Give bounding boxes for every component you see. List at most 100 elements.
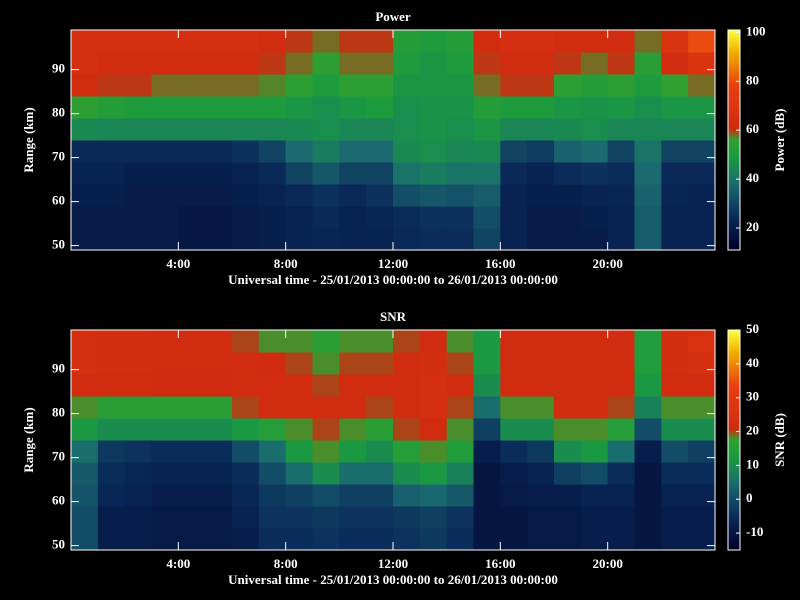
heatmap-cell: [285, 118, 313, 141]
heatmap-cell: [366, 352, 394, 375]
heatmap-cell: [366, 30, 394, 53]
heatmap-cell: [554, 484, 582, 507]
heatmap-cell: [258, 352, 287, 375]
heatmap-cell: [124, 96, 152, 119]
heatmap-cell: [473, 440, 501, 463]
heatmap-cell: [366, 52, 394, 75]
heatmap-cell: [527, 506, 555, 529]
heatmap-cell: [634, 52, 662, 75]
heatmap-cell: [634, 206, 662, 229]
heatmap-cell: [661, 528, 689, 551]
y-tick-label: 70: [52, 149, 65, 164]
heatmap-cell: [634, 330, 662, 353]
heatmap-cell: [97, 162, 126, 185]
heatmap-cell: [205, 462, 233, 485]
x-tick-label: 4:00: [166, 556, 190, 571]
heatmap-cell: [71, 140, 99, 163]
heatmap-cell: [285, 418, 313, 441]
heatmap-cell: [554, 462, 582, 485]
heatmap-cell: [312, 330, 340, 353]
heatmap-cell: [393, 484, 421, 507]
heatmap-cell: [473, 96, 501, 119]
heatmap-cell: [232, 374, 260, 397]
heatmap-cell: [258, 440, 287, 463]
heatmap-cell: [205, 162, 233, 185]
heatmap-cell: [473, 484, 501, 507]
heatmap-cell: [124, 206, 152, 229]
colorbar-tick-label: 0: [746, 490, 753, 505]
heatmap-cell: [580, 330, 609, 353]
heatmap-cell: [151, 30, 179, 53]
heatmap-cell: [527, 118, 555, 141]
heatmap-cell: [151, 140, 179, 163]
heatmap-cell: [554, 440, 582, 463]
heatmap-cell: [151, 462, 179, 485]
heatmap-cell: [124, 118, 152, 141]
heatmap-cell: [634, 74, 662, 97]
heatmap-cell: [688, 228, 716, 251]
heatmap-cell: [258, 206, 287, 229]
heatmap-cell: [71, 52, 99, 75]
heatmap-cell: [634, 396, 662, 419]
heatmap-cell: [527, 352, 555, 375]
heatmap-cell: [232, 206, 260, 229]
heatmap-cell: [419, 352, 448, 375]
heatmap-cell: [285, 396, 313, 419]
heatmap-cell: [366, 506, 394, 529]
heatmap-cell: [232, 30, 260, 53]
heatmap-cell: [339, 396, 367, 419]
x-tick-label: 8:00: [274, 256, 298, 271]
x-tick-label: 16:00: [485, 556, 515, 571]
heatmap-cell: [124, 184, 152, 207]
heatmap-cell: [205, 228, 233, 251]
heatmap-cell: [554, 352, 582, 375]
heatmap-cell: [527, 396, 555, 419]
y-tick-label: 50: [52, 237, 65, 252]
heatmap-cell: [71, 206, 99, 229]
heatmap-cell: [500, 184, 528, 207]
heatmap-cell: [312, 396, 340, 419]
heatmap-cell: [124, 484, 152, 507]
heatmap-cell: [527, 206, 555, 229]
heatmap-cell: [366, 396, 394, 419]
heatmap-cell: [178, 52, 206, 75]
heatmap-cell: [688, 30, 716, 53]
heatmap-cell: [151, 52, 179, 75]
heatmap-cell: [500, 484, 528, 507]
heatmap-cell: [419, 184, 448, 207]
heatmap-cell: [258, 374, 287, 397]
heatmap-cell: [205, 440, 233, 463]
heatmap-cell: [607, 162, 635, 185]
heatmap-cell: [554, 506, 582, 529]
heatmap-cell: [661, 140, 689, 163]
heatmap-cell: [97, 228, 126, 251]
heatmap-cell: [312, 462, 340, 485]
heatmap-cell: [500, 52, 528, 75]
heatmap-cell: [688, 396, 716, 419]
heatmap-cell: [607, 228, 635, 251]
heatmap-cell: [688, 162, 716, 185]
heatmap-cell: [500, 352, 528, 375]
heatmap-cell: [124, 74, 152, 97]
heatmap-cell: [97, 484, 126, 507]
y-tick-label: 90: [52, 61, 65, 76]
heatmap-cell: [473, 418, 501, 441]
heatmap-cell: [473, 352, 501, 375]
heatmap-cell: [393, 30, 421, 53]
heatmap-cell: [419, 206, 448, 229]
heatmap-cell: [688, 52, 716, 75]
heatmap-cell: [607, 206, 635, 229]
heatmap-cell: [419, 462, 448, 485]
heatmap-cell: [285, 74, 313, 97]
heatmap-cell: [473, 30, 501, 53]
heatmap-cell: [124, 374, 152, 397]
heatmap-cell: [97, 506, 126, 529]
colorbar-label: Power (dB): [772, 109, 787, 172]
heatmap-cell: [151, 74, 179, 97]
colorbar-tick-label: 50: [746, 321, 759, 336]
heatmap-cell: [232, 330, 260, 353]
colorbar-tick-label: 60: [746, 121, 759, 136]
heatmap-cell: [366, 140, 394, 163]
heatmap-cell: [419, 96, 448, 119]
heatmap-cell: [339, 140, 367, 163]
